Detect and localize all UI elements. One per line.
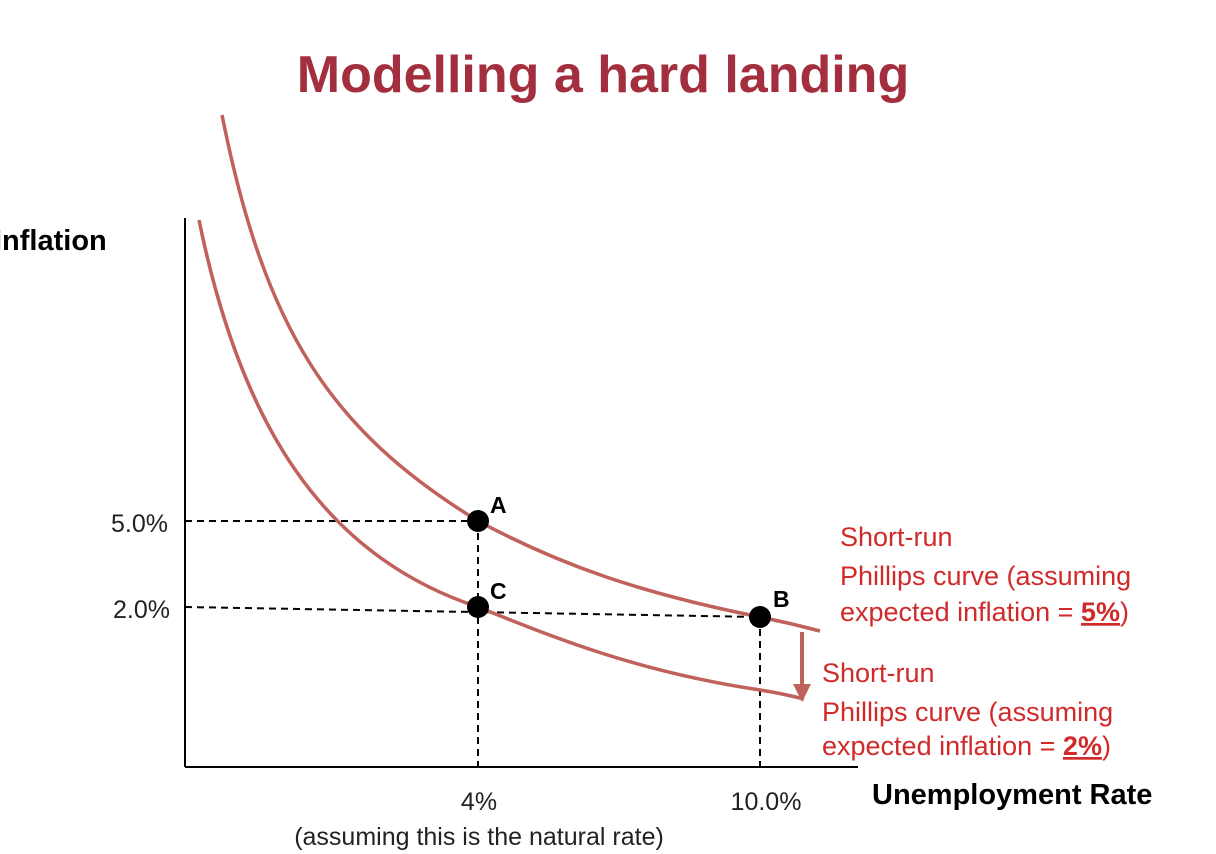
annotation-2-value: 2%: [1063, 731, 1102, 761]
annotation-2-line2: Phillips curve (assuming: [822, 697, 1113, 727]
annotation-2-line1: Short-run: [822, 658, 935, 688]
chart-title: Modelling a hard landing: [297, 46, 909, 104]
annotation-2-line3: expected inflation = 2%): [822, 731, 1111, 761]
point-b-label: B: [773, 586, 790, 612]
y-tick-label-5: 5.0%: [111, 510, 168, 538]
y-tick-label-2: 2.0%: [113, 596, 170, 624]
annotation-curve-5: Short-run Phillips curve (assuming expec…: [840, 522, 1131, 627]
shift-arrow-head: [793, 684, 811, 702]
phillips-curve-2: [197, 219, 805, 701]
x-tick-sublabel: (assuming this is the natural rate): [294, 823, 664, 851]
annotation-5-line2: Phillips curve (assuming: [840, 561, 1131, 591]
annotation-5-line3: expected inflation = 5%): [840, 597, 1129, 627]
x-axis-label: Unemployment Rate: [872, 779, 1152, 811]
annotation-curve-2: Short-run Phillips curve (assuming expec…: [822, 658, 1113, 761]
x-tick-label-4: 4%: [461, 788, 497, 816]
point-c-label: C: [490, 578, 507, 604]
point-a: [467, 510, 489, 532]
shift-down-arrow: [793, 632, 811, 702]
annotation-2-prefix: expected inflation =: [822, 731, 1063, 761]
point-c: [467, 596, 489, 618]
guide-lines: [184, 520, 761, 767]
phillips-curve-5: [220, 114, 821, 633]
annotation-5-suffix: ): [1120, 597, 1129, 627]
annotation-2-suffix: ): [1102, 731, 1111, 761]
x-tick-label-10: 10.0%: [731, 788, 802, 816]
annotation-5-value: 5%: [1081, 597, 1120, 627]
point-a-label: A: [490, 492, 507, 518]
annotation-5-prefix: expected inflation =: [840, 597, 1081, 627]
point-b: [749, 606, 771, 628]
y-axis-label: Inflation: [0, 225, 107, 257]
annotation-5-line1: Short-run: [840, 522, 953, 552]
